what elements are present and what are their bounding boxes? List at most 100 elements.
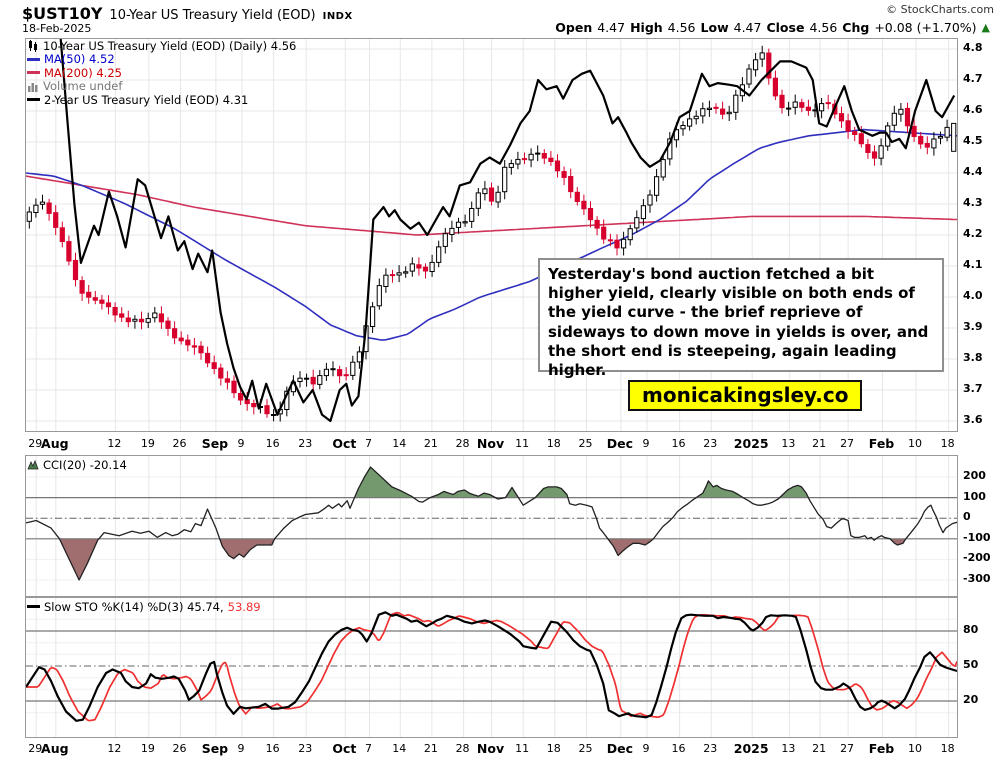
x-axis-label: 18	[546, 437, 561, 450]
x-axis-label: Nov	[476, 741, 505, 756]
x-axis-label: Oct	[332, 436, 357, 451]
x-axis-label: 23	[298, 742, 313, 755]
candlestick-icon	[27, 39, 39, 52]
high-value: 4.56	[667, 20, 696, 35]
y-axis-label: 4.3	[963, 196, 983, 209]
chart-date: 18-Feb-2025	[22, 22, 92, 35]
x-axis-label: 29	[28, 742, 43, 755]
quote-bar: Open 4.47 High 4.56 Low 4.47 Close 4.56 …	[555, 20, 990, 35]
x-axis-label: 26	[172, 437, 187, 450]
x-axis-label: 16	[671, 437, 686, 450]
y-axis-label: 3.9	[963, 320, 983, 333]
y-axis-label: 4.6	[963, 103, 983, 116]
sto-d-value: 53.89	[227, 599, 261, 614]
x-axis-label: 14	[392, 742, 407, 755]
x-axis-label: 10	[908, 437, 923, 450]
high-label: High	[630, 20, 663, 35]
x-axis-label: 27	[840, 437, 855, 450]
y-axis-label: 3.6	[963, 413, 983, 426]
x-axis-label: Sep	[201, 741, 229, 756]
sto-legend: Slow STO %K(14) %D(3) 45.74, 53.89	[27, 600, 261, 614]
ma50-swatch-icon	[27, 57, 40, 61]
overlay-legend-label: 2-Year US Treasury Yield (EOD) 4.31	[44, 92, 249, 107]
x-axis-label: 21	[812, 437, 827, 450]
x-axis-label: 23	[703, 742, 718, 755]
x-axis-label: 7	[365, 437, 373, 450]
x-axis-label: 23	[703, 437, 718, 450]
y-axis-label: -100	[963, 530, 991, 544]
ticker-symbol: $UST10Y	[22, 4, 103, 23]
up-arrow-icon: ▲	[981, 21, 990, 34]
x-axis-label: Dec	[606, 436, 634, 451]
sto-panel	[25, 597, 958, 738]
price-panel	[25, 38, 958, 432]
x-axis-label: 2025	[733, 436, 769, 451]
close-value: 4.56	[809, 20, 838, 35]
x-axis-label: Aug	[41, 741, 69, 756]
open-label: Open	[555, 20, 593, 35]
x-axis-label: 7	[365, 742, 373, 755]
cci-panel	[25, 455, 958, 597]
x-axis-label: 18	[940, 742, 955, 755]
x-axis-label: 25	[578, 437, 593, 450]
x-axis-label: Aug	[41, 436, 69, 451]
y-axis-label: 50	[963, 658, 979, 671]
x-axis-label: 29	[28, 437, 43, 450]
x-axis-label: 9	[237, 742, 245, 755]
y-axis-label: 4.4	[963, 165, 983, 178]
volume-legend-label: Volume undef	[43, 79, 123, 93]
x-axis-label: 14	[392, 437, 407, 450]
volume-bars-icon	[27, 81, 39, 92]
x-axis-label: 11	[515, 742, 530, 755]
x-axis-label: 12	[107, 437, 122, 450]
chart-canvas	[26, 598, 957, 737]
x-axis-label: 16	[265, 437, 280, 450]
y-axis-label: 3.8	[963, 351, 983, 364]
low-label: Low	[700, 20, 729, 35]
x-axis-label: 27	[840, 742, 855, 755]
price-legend-label: 10-Year US Treasury Yield (EOD) (Daily) …	[43, 38, 297, 53]
ma50-legend-label: MA(50) 4.52	[44, 52, 115, 66]
x-axis-label: 2025	[733, 741, 769, 756]
open-value: 4.47	[597, 20, 626, 35]
chart-canvas	[26, 456, 957, 596]
instrument-title: 10-Year US Treasury Yield (EOD)	[109, 8, 316, 23]
x-axis-label: 16	[671, 742, 686, 755]
y-axis-label: 200	[963, 469, 986, 482]
y-axis-label: 4.5	[963, 134, 983, 147]
header: $UST10Y 10-Year US Treasury Yield (EOD) …	[22, 4, 353, 23]
x-axis-label: 10	[908, 742, 923, 755]
x-axis-label: 18	[546, 742, 561, 755]
x-axis-label: Feb	[868, 436, 895, 451]
x-axis-label: 21	[423, 437, 438, 450]
site-banner: monicakingsley.co	[628, 380, 863, 411]
x-axis-label: 21	[812, 742, 827, 755]
exchange-label: INDX	[322, 11, 353, 22]
x-axis-label: 23	[298, 437, 313, 450]
price-legend: 10-Year US Treasury Yield (EOD) (Daily) …	[27, 39, 296, 107]
y-axis-label: 4.0	[963, 289, 983, 302]
x-axis-label: 12	[107, 742, 122, 755]
x-axis-label: 13	[781, 742, 796, 755]
x-axis-label: 13	[781, 437, 796, 450]
x-axis-label: 21	[423, 742, 438, 755]
x-axis-label: 26	[172, 742, 187, 755]
x-axis-label: Oct	[332, 741, 357, 756]
annotation-box: Yesterday's bond auction fetched a bit h…	[538, 258, 944, 379]
sto-legend-label: Slow STO %K(14) %D(3) 45.74,	[44, 599, 224, 614]
x-axis-label: 9	[642, 437, 650, 450]
cci-area-icon	[27, 459, 39, 471]
ma200-swatch-icon	[27, 71, 40, 74]
cci-legend: CCI(20) -20.14	[27, 458, 127, 472]
ma200-legend-label: MA(200) 4.25	[44, 65, 122, 80]
copyright: © StockCharts.com	[886, 3, 994, 16]
x-axis-label: 11	[515, 437, 530, 450]
x-axis-label: 16	[265, 742, 280, 755]
x-axis-label: 28	[455, 437, 470, 450]
x-axis-label: 9	[237, 437, 245, 450]
close-label: Close	[766, 20, 805, 35]
x-axis-label: 28	[455, 742, 470, 755]
x-axis-label: 19	[140, 742, 155, 755]
y-axis-label: 80	[963, 623, 979, 636]
